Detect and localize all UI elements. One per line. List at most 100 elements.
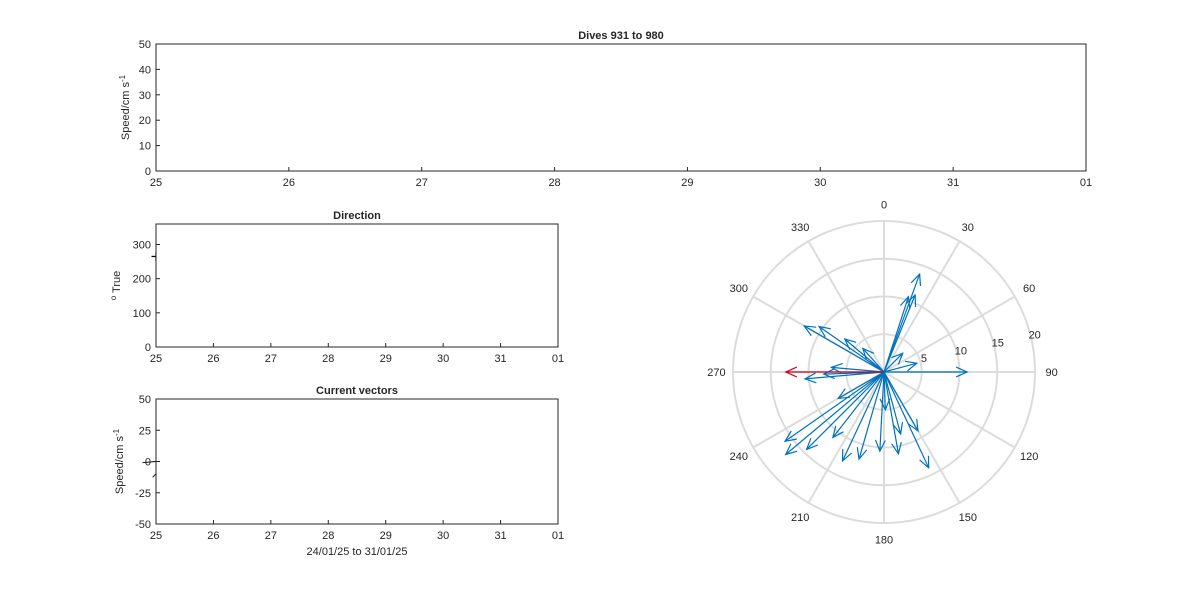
compass-arrow [874, 371, 886, 453]
speed-axes-box [155, 43, 1087, 172]
x-tick-label: 25 [150, 353, 162, 365]
compass-arrow [879, 371, 891, 412]
x-tick-label: 31 [494, 530, 506, 542]
compass-arrow [829, 362, 885, 374]
compass-arrow-head [822, 368, 835, 380]
compass-arrow-shaft [883, 371, 900, 454]
compass-arrow [784, 371, 885, 456]
speed-y-axis-label-sup: -1 [118, 74, 127, 82]
compass-arrow [817, 325, 885, 373]
y-tick-label: 0 [145, 457, 151, 469]
vectors-y-axis-label: Speed/cm s-1 [112, 428, 127, 494]
y-tick-label: 300 [133, 240, 151, 252]
polar-angle-label: 60 [1023, 283, 1035, 295]
x-tick-label: 01 [1080, 177, 1092, 189]
compass-arrow [803, 371, 885, 384]
x-tick-label: 29 [380, 530, 392, 542]
compass-arrow [883, 371, 904, 436]
compass-arrow-shaft [883, 371, 886, 410]
direction-chart-title: Direction [333, 210, 381, 222]
polar-spoke [807, 240, 885, 373]
y-tick-label: 40 [139, 64, 151, 76]
compass-arrow-head [861, 347, 874, 361]
x-tick-label: 01 [552, 530, 564, 542]
y-tick-label: 50 [139, 394, 151, 406]
x-tick-label: 29 [380, 353, 392, 365]
y-tick-label: -25 [135, 488, 151, 500]
compass-arrow-shaft [831, 366, 885, 373]
compass-arrow-head [892, 422, 904, 436]
polar-angle-label: 150 [959, 512, 977, 524]
y-tick-label: 0 [145, 342, 151, 354]
polar-spoke [883, 240, 961, 373]
compass-arrow-head [841, 448, 852, 463]
compass-arrow-head [907, 418, 919, 433]
polar-radius-label: 20 [1029, 330, 1041, 342]
compass-arrow-head [802, 325, 817, 337]
direction-y-axis-label-sup: o [109, 295, 118, 300]
compass-arrow [856, 371, 885, 461]
y-tick-label: 20 [139, 115, 151, 127]
compass-arrow [783, 371, 885, 443]
x-tick-label: 28 [322, 530, 334, 542]
x-tick-label: 25 [150, 177, 162, 189]
y-tick-label: 25 [139, 425, 151, 437]
current-vectors-panel: 25 26 27 28 29 30 31 01 -50 -25 0 25 50 Current vect… [112, 385, 565, 558]
compass-arrow-head [836, 388, 851, 400]
polar-angle-label: 210 [791, 512, 809, 524]
polar-angle-label: 30 [962, 222, 974, 234]
polar-radius-label: 15 [992, 337, 1004, 349]
x-tick-label: 30 [814, 177, 826, 189]
vectors-y-axis-label-main: Speed/cm s [114, 436, 126, 495]
polar-spoke [883, 295, 1016, 373]
x-tick-label: 31 [494, 353, 506, 365]
compass-arrow-shaft [883, 371, 902, 435]
polar-compass-panel: 0 30 60 90 120 150 180 210 240 270 300 330 5 10 15 20 [707, 199, 1058, 546]
mean-compass-arrow-head [784, 366, 798, 378]
speed-y-axis-label: Speed/cm s-1 [118, 74, 133, 140]
compass-arrow-shaft [883, 371, 930, 469]
mean-compass-arrow [784, 366, 884, 378]
polar-angle-label: 90 [1045, 367, 1057, 379]
compass-arrow-shaft [883, 296, 910, 373]
compass-arrow-shaft [879, 371, 885, 452]
compass-arrow [883, 360, 919, 373]
compass-arrow-head [891, 352, 904, 365]
x-tick-label: 26 [283, 177, 295, 189]
compass-arrow-head [919, 455, 930, 470]
compass-arrow-shaft [832, 371, 885, 438]
direction-axes-box [155, 223, 559, 348]
vectors-axes-box [155, 398, 559, 525]
vectors-chart-title: Current vectors [316, 385, 398, 397]
direction-panel: 25 26 27 28 29 30 31 01 0 100 200 300 Direction o T… [109, 210, 565, 365]
compass-arrow-head [856, 447, 868, 461]
vectors-ticks: 25 26 27 28 29 30 31 01 -50 -25 0 25 50 [135, 394, 564, 542]
compass-arrow [883, 371, 930, 470]
compass-arrow-shaft [806, 371, 885, 450]
compass-arrow-shaft [803, 325, 885, 373]
compass-arrow [883, 371, 902, 456]
x-tick-label: 27 [265, 353, 277, 365]
compass-arrow-shaft [883, 273, 921, 373]
compass-arrow-shaft [883, 362, 917, 373]
compass-arrow [831, 371, 885, 439]
compass-arrow-head [817, 325, 831, 338]
y-tick-label: 50 [139, 39, 151, 51]
x-tick-label: 26 [207, 353, 219, 365]
x-tick-label: 01 [552, 353, 564, 365]
polar-angle-label: 270 [707, 367, 725, 379]
compass-arrow-shaft [862, 348, 885, 373]
compass-arrow-head [891, 442, 902, 456]
y-tick-label: -50 [135, 519, 151, 531]
compass-arrow-head [879, 398, 891, 412]
compass-arrow-shaft [804, 371, 885, 380]
compass-arrow [883, 371, 919, 433]
polar-angle-label: 120 [1020, 451, 1038, 463]
compass-arrow-head [784, 443, 798, 456]
speed-timeseries-panel: 25 26 27 28 29 30 31 01 0 10 20 30 40 50 Dives 931 to… [118, 30, 1093, 189]
polar-radius-label: 5 [921, 353, 927, 365]
compass-arrow [883, 295, 911, 373]
compass-arrow [841, 371, 885, 463]
polar-angle-label: 330 [791, 222, 809, 234]
